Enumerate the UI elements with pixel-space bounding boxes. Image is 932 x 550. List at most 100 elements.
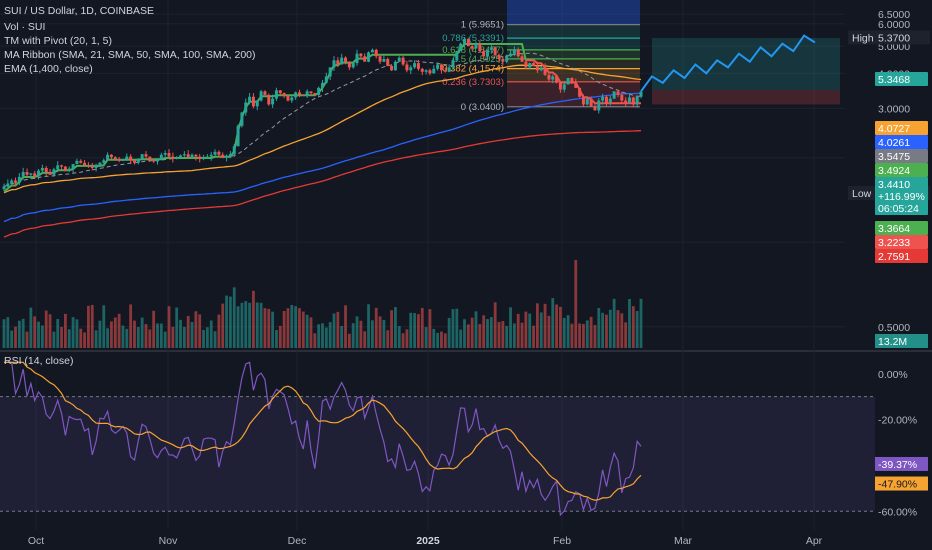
candle-body — [386, 58, 390, 66]
volume-tag-value: 13.2M — [878, 336, 907, 348]
candle-body — [543, 67, 547, 75]
volume-bar — [570, 323, 574, 348]
candle-body — [98, 162, 102, 166]
candle-body — [267, 94, 271, 105]
volume-bar — [340, 325, 344, 348]
rsi-line — [4, 361, 642, 517]
volume-bar — [44, 310, 48, 348]
volume-bar — [497, 321, 501, 348]
fib-zone — [507, 58, 640, 69]
candle-body — [14, 180, 18, 183]
volume-bar — [328, 322, 332, 348]
volume-bar — [10, 330, 14, 348]
fib-level-label: 0 (3.0400) — [461, 102, 504, 113]
candle-body — [332, 60, 336, 68]
rsi-title[interactable]: RSI (14, close) — [4, 355, 74, 367]
candle-body — [551, 76, 555, 80]
candle-body — [290, 97, 294, 101]
price-tag-value: 3.4410 — [878, 179, 910, 191]
volume-bar — [263, 308, 267, 348]
volume-bar — [355, 316, 359, 348]
rsi-value-label: -47.90% — [878, 479, 917, 491]
volume-bar — [574, 260, 578, 348]
candle-body — [255, 100, 259, 107]
candle-body — [17, 176, 21, 183]
volume-bar — [401, 333, 405, 348]
volume-bar — [125, 328, 129, 348]
volume-bar — [359, 320, 363, 348]
volume-bar — [555, 304, 558, 348]
candle-body — [125, 156, 129, 160]
volume-bar — [451, 309, 455, 348]
candle-body — [71, 164, 75, 169]
indicator-volume[interactable]: Vol · SUI — [4, 21, 46, 33]
candle-body — [186, 154, 190, 158]
candle-body — [501, 58, 505, 62]
volume-bar — [163, 331, 167, 348]
ma21-line — [3, 52, 642, 187]
volume-bar — [631, 306, 635, 348]
indicator-tm-pivot[interactable]: TM with Pivot (20, 1, 5) — [4, 35, 112, 47]
volume-bar — [589, 316, 593, 348]
price-tag-value: 2.7591 — [878, 251, 910, 263]
candle-body — [570, 77, 574, 83]
candle-body — [466, 39, 470, 47]
candle-body — [67, 168, 71, 171]
candle-body — [140, 154, 144, 160]
candle-body — [171, 156, 175, 160]
volume-bar — [559, 306, 562, 348]
candle-body — [106, 154, 110, 161]
indicator-ma-ribbon[interactable]: MA Ribbon (SMA, 21, SMA, 50, SMA, 100, S… — [4, 49, 256, 61]
candle-body — [624, 100, 628, 103]
time-tick-label: Nov — [159, 535, 178, 547]
volume-bar — [493, 302, 497, 348]
volume-bar — [332, 313, 336, 348]
fib-extension-zone — [507, 0, 640, 25]
volume-bar — [382, 319, 386, 348]
volume-bar — [67, 329, 71, 348]
volume-bar — [436, 332, 440, 348]
candle-body — [420, 68, 424, 72]
volume-bar — [21, 318, 25, 348]
time-tick-label: Oct — [28, 535, 44, 547]
volume-bar — [321, 323, 324, 348]
candle-body — [40, 167, 44, 171]
candle-body — [175, 157, 179, 160]
candle-body — [439, 64, 443, 71]
price-tag-bg — [875, 72, 928, 86]
volume-bar — [551, 298, 555, 348]
price-tag-bg — [875, 249, 928, 263]
volume-bar — [440, 331, 443, 348]
indicator-ema[interactable]: EMA (1,400, close) — [4, 63, 93, 75]
volume-bar — [424, 327, 428, 348]
volume-bar — [370, 320, 374, 348]
candle-body — [301, 94, 305, 97]
time-tick-label: Mar — [674, 535, 693, 547]
fib-zone — [507, 49, 640, 59]
stop-zone — [652, 89, 840, 105]
candle-body — [278, 90, 282, 94]
volume-bar — [171, 326, 175, 348]
volume-bar — [524, 311, 528, 348]
volume-bar — [417, 314, 420, 348]
volume-bar — [267, 308, 271, 348]
volume-bar — [136, 327, 140, 348]
candle-body — [144, 154, 148, 157]
price-tag-value: 06:05:24 — [878, 203, 919, 215]
volume-bar — [25, 331, 29, 348]
volume-bar — [205, 327, 209, 348]
price-tag-value: 3.4924 — [878, 165, 910, 177]
candle-body — [581, 96, 585, 105]
candle-body — [432, 68, 436, 74]
time-tick-label: Dec — [288, 535, 307, 547]
volume-bar — [102, 305, 106, 348]
candle-body — [493, 47, 497, 55]
volume-bar — [447, 317, 451, 348]
volume-bar — [37, 321, 40, 348]
price-tag-bg — [875, 177, 928, 191]
volume-bar — [186, 315, 190, 348]
rsi-tick-label: -20.00% — [878, 415, 917, 427]
candle-body — [52, 169, 56, 175]
candle-body — [21, 171, 25, 177]
